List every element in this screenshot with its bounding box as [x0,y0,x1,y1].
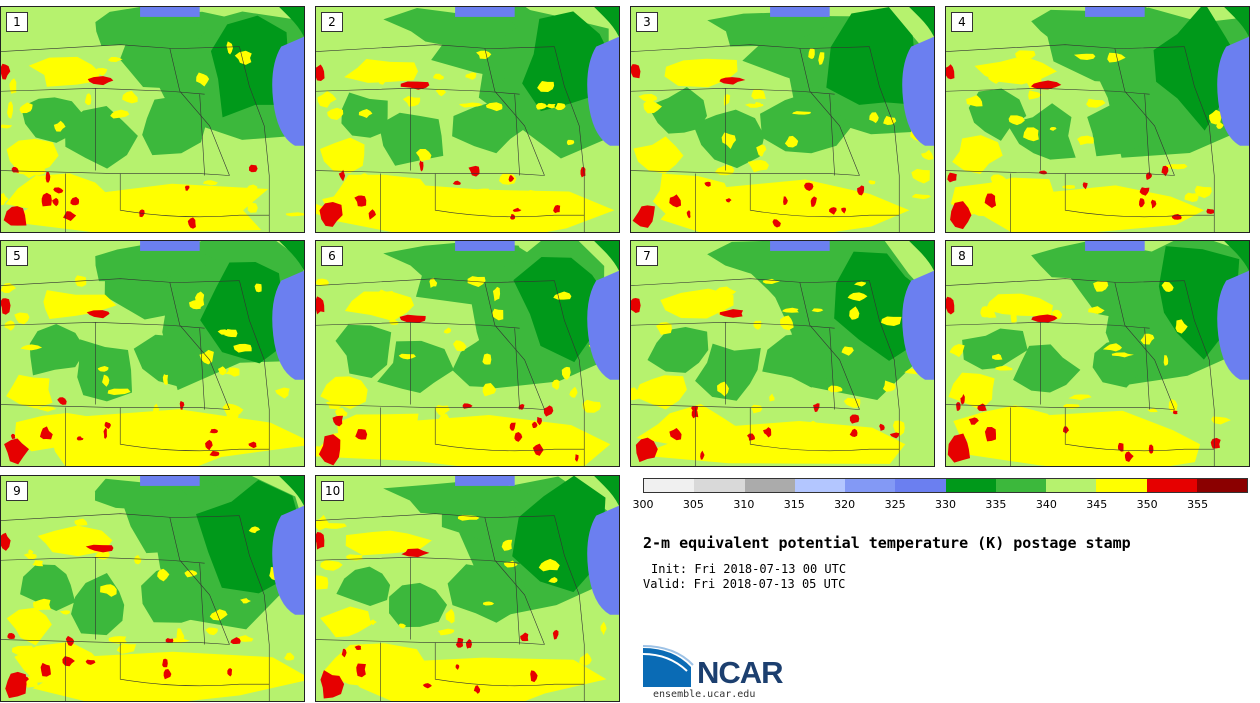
chart-title: 2-m equivalent potential temperature (K)… [643,534,1131,552]
colorbar-ticks: 300 305 310 315 320 325 330 335 340 345 350 355 [633,498,1248,512]
member-number-label: 9 [6,481,28,501]
map-field [946,241,1249,466]
colorbar-tick-label: 340 [1035,498,1057,511]
ensemble-member-panel: 9 [0,475,305,702]
member-number-label: 4 [951,12,973,32]
member-number-label: 8 [951,246,973,266]
ensemble-member-panel: 10 [315,475,620,702]
init-time: Init: Fri 2018-07-13 00 UTC [651,562,847,576]
ensemble-member-panel: 3 [630,6,935,233]
member-number-label: 3 [636,12,658,32]
colorbar-segment [1096,479,1147,492]
ensemble-member-panel: 6 [315,240,620,467]
colorbar-tick-label: 325 [884,498,906,511]
member-number-label: 2 [321,12,343,32]
colorbar [643,478,1248,493]
ensemble-member-panel: 5 [0,240,305,467]
colorbar-segment [744,479,795,492]
colorbar-tick-label: 305 [682,498,704,511]
ncar-logo-text: NCAR [697,655,784,690]
colorbar-segment [1196,479,1247,492]
ncar-logo [643,645,694,687]
colorbar-segment [1046,479,1097,492]
colorbar-segment [945,479,996,492]
colorbar-segment [895,479,946,492]
map-field [1,241,304,466]
colorbar-tick-label: 310 [733,498,755,511]
colorbar-segment [995,479,1046,492]
member-number-label: 7 [636,246,658,266]
colorbar-segment [694,479,745,492]
logo-url: ensemble.ucar.edu [653,689,756,700]
valid-time: Valid: Fri 2018-07-13 05 UTC [643,577,846,591]
member-number-label: 6 [321,246,343,266]
colorbar-tick-label: 300 [632,498,654,511]
colorbar-segment [1146,479,1197,492]
colorbar-segment [845,479,896,492]
colorbar-tick-label: 315 [783,498,805,511]
map-field [316,7,619,232]
colorbar-segment [794,479,845,492]
colorbar-tick-label: 345 [1086,498,1108,511]
map-field [1,7,304,232]
member-number-label: 5 [6,246,28,266]
map-field [631,7,934,232]
member-number-label: 1 [6,12,28,32]
map-field [946,7,1249,232]
colorbar-tick-label: 350 [1136,498,1158,511]
colorbar-tick-label: 355 [1187,498,1209,511]
map-field [631,241,934,466]
map-field [316,476,619,701]
member-number-label: 10 [321,481,345,501]
map-field [316,241,619,466]
map-field [1,476,304,701]
ensemble-member-panel: 4 [945,6,1250,233]
ensemble-member-panel: 8 [945,240,1250,467]
ensemble-member-panel: 7 [630,240,935,467]
ensemble-member-panel: 2 [315,6,620,233]
ensemble-member-panel: 1 [0,6,305,233]
colorbar-tick-label: 320 [834,498,856,511]
colorbar-segment [644,479,695,492]
colorbar-tick-label: 335 [985,498,1007,511]
colorbar-tick-label: 330 [935,498,956,511]
